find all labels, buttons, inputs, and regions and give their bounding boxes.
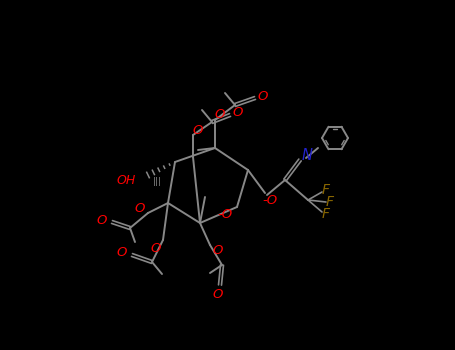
Text: F: F	[326, 195, 334, 209]
Text: O: O	[117, 246, 127, 259]
Text: O: O	[213, 244, 223, 257]
Text: F: F	[322, 207, 330, 221]
Text: O: O	[213, 288, 223, 301]
Text: F: F	[322, 183, 330, 197]
Text: |||: |||	[153, 176, 162, 186]
Text: -O: -O	[217, 209, 233, 222]
Text: O: O	[215, 108, 225, 121]
Text: O: O	[151, 241, 161, 254]
Text: -O: -O	[263, 195, 278, 208]
Text: O: O	[233, 106, 243, 119]
Text: O: O	[258, 91, 268, 104]
Text: O: O	[193, 124, 203, 136]
Text: O: O	[97, 214, 107, 226]
Text: N: N	[302, 148, 313, 163]
Text: OH: OH	[117, 174, 136, 187]
Text: O: O	[135, 202, 145, 215]
